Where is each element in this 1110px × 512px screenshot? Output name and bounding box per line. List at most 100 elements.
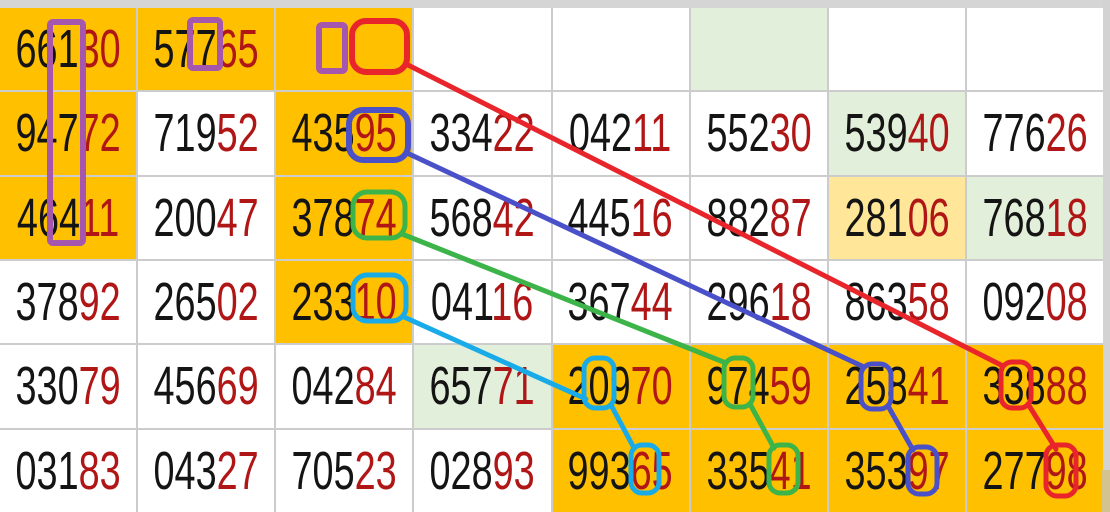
digits-red: 41 [769,440,812,501]
digits-black: 552 [706,103,770,164]
grid-cell-r3c5[interactable]: 44516 [552,176,689,259]
grid-cell-r4c7[interactable]: 86358 [828,261,965,344]
cell-number: 23310 [292,275,397,329]
cell-number: 45669 [154,359,259,413]
digits-black: 661 [15,19,79,80]
grid-cell-r6c5[interactable]: 99365 [552,429,689,512]
digits-black: 657 [429,356,493,417]
digits-red: 97 [907,440,950,501]
grid-cell-r5c8[interactable]: 33888 [966,345,1103,428]
cell-number: 37874 [292,191,397,245]
grid-cell-r3c3[interactable]: 37874 [276,176,413,259]
grid-cell-r2c8[interactable]: 77626 [966,92,1103,175]
grid-cell-r3c4[interactable]: 56842 [414,176,551,259]
grid-cell-r1c2[interactable]: 57765 [138,8,275,91]
grid-cell-r5c2[interactable]: 45669 [138,345,275,428]
digits-red: 98 [1045,440,1088,501]
digits-red: 23 [354,440,397,501]
cell-number: 44516 [568,191,673,245]
digits-black: 028 [429,440,493,501]
grid-cell-r2c2[interactable]: 71952 [138,92,275,175]
digits-red: 06 [907,187,950,248]
grid-cell-r4c5[interactable]: 36744 [552,261,689,344]
digits-red: 52 [216,103,259,164]
cell-number: 43595 [292,106,397,160]
digits-black: 768 [982,187,1046,248]
cell-number: 76818 [982,191,1087,245]
grid-cell-r4c2[interactable]: 26502 [138,261,275,344]
grid-cell-r1c7[interactable] [828,8,965,91]
grid-cell-r4c3[interactable]: 23310 [276,261,413,344]
top-edge-strip [0,0,1110,8]
grid-cell-r2c5[interactable]: 04211 [552,92,689,175]
grid-cell-r4c4[interactable]: 04116 [414,261,551,344]
cell-number: 66130 [15,22,120,76]
grid-cell-r5c6[interactable]: 97459 [690,345,827,428]
grid-cell-r2c3[interactable]: 43595 [276,92,413,175]
grid-cell-r6c2[interactable]: 04327 [138,429,275,512]
cell-number: 57765 [154,22,259,76]
cell-number: 97459 [706,359,811,413]
digits-black: 435 [291,103,355,164]
digits-red: 72 [78,103,121,164]
grid-cell-r3c2[interactable]: 20047 [138,176,275,259]
digits-red: 18 [769,272,812,333]
digits-red: 59 [769,356,812,417]
grid-cell-r1c4[interactable] [414,8,551,91]
grid-cell-r1c5[interactable] [552,8,689,91]
digits-red: 47 [216,187,259,248]
grid-cell-r2c7[interactable]: 53940 [828,92,965,175]
grid-cell-r2c4[interactable]: 33422 [414,92,551,175]
digits-black: 974 [706,356,770,417]
grid-cell-r5c7[interactable]: 25841 [828,345,965,428]
grid-cell-r6c6[interactable]: 33541 [690,429,827,512]
grid-cell-r5c4[interactable]: 65771 [414,345,551,428]
digits-black: 353 [844,440,908,501]
digits-red: 74 [354,187,397,248]
digits-red: 71 [492,356,536,417]
digits-red: 92 [78,272,121,333]
cell-number: 56842 [430,191,535,245]
grid-cell-r6c1[interactable]: 03183 [0,429,137,512]
grid-cell-r1c8[interactable] [966,8,1103,91]
grid-cell-r3c1[interactable]: 46411 [0,176,137,259]
cell-number: 03183 [15,444,120,498]
grid-cell-r6c4[interactable]: 02893 [414,429,551,512]
digits-black: 776 [982,103,1046,164]
grid-cell-r4c1[interactable]: 37892 [0,261,137,344]
digits-red: 26 [1045,103,1088,164]
digits-black: 092 [982,272,1046,333]
grid-cell-r6c3[interactable]: 70523 [276,429,413,512]
grid-cell-r1c1[interactable]: 66130 [0,8,137,91]
grid-cell-r2c1[interactable]: 94772 [0,92,137,175]
grid-cell-r4c8[interactable]: 09208 [966,261,1103,344]
digits-red: 65 [216,19,259,80]
cell-number: 70523 [292,444,397,498]
digits-black: 281 [844,187,908,248]
grid-cell-r4c6[interactable]: 29618 [690,261,827,344]
cell-number: 33541 [706,444,811,498]
grid-cell-r1c3[interactable] [276,8,413,91]
cell-number: 27798 [982,444,1087,498]
grid-cell-r2c6[interactable]: 55230 [690,92,827,175]
digits-red: 11 [632,103,672,164]
grid-cell-r3c6[interactable]: 88287 [690,176,827,259]
digits-red: 16 [631,187,674,248]
grid-cell-r6c8[interactable]: 27798 [966,429,1103,512]
digits-red: 70 [631,356,674,417]
grid-cell-r3c7[interactable]: 28106 [828,176,965,259]
grid-cell-r6c7[interactable]: 35397 [828,429,965,512]
digits-red: 08 [1045,272,1088,333]
grid-cell-r1c6[interactable] [690,8,827,91]
digits-black: 334 [429,103,493,164]
digits-red: 02 [216,272,259,333]
grid-cell-r5c1[interactable]: 33079 [0,345,137,428]
cell-number: 09208 [982,275,1087,329]
digits-black: 568 [429,187,493,248]
grid-cell-r5c3[interactable]: 04284 [276,345,413,428]
digits-black: 041 [431,272,492,333]
cell-number: 20047 [154,191,259,245]
cell-number: 33888 [982,359,1087,413]
grid-cell-r5c5[interactable]: 20970 [552,345,689,428]
grid-cell-r3c8[interactable]: 76818 [966,176,1103,259]
